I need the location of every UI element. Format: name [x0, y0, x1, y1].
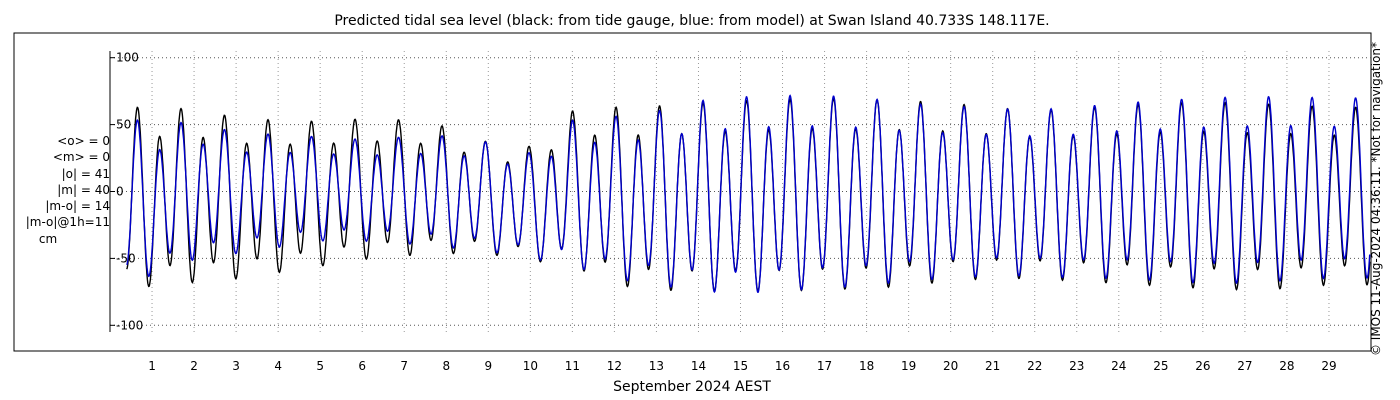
x-tick-label: 25	[1153, 359, 1168, 373]
stat-abs-diff-1h: |m-o|@1h=11	[25, 215, 110, 230]
x-tick-label: 27	[1237, 359, 1252, 373]
x-tick-label: 10	[523, 359, 538, 373]
x-tick-label: 23	[1069, 359, 1084, 373]
y-tick-label: 0	[116, 185, 124, 199]
x-axis-label: September 2024 AEST	[613, 379, 771, 395]
x-tick-label: 15	[733, 359, 748, 373]
chart-title: Predicted tidal sea level (black: from t…	[334, 13, 1049, 29]
stat-mean-model: <m> = 0	[52, 150, 110, 165]
stat-unit: cm	[38, 231, 58, 246]
x-tick-label: 18	[859, 359, 874, 373]
series-group	[126, 94, 1371, 294]
x-tick-label: 13	[649, 359, 664, 373]
statistics-panel: <o> = 0 <m> = 0 |o| = 41 |m| = 40 |m-o| …	[0, 133, 110, 247]
x-tick-label: 17	[817, 359, 832, 373]
x-tick-label: 2	[190, 359, 198, 373]
y-tick-label: 50	[116, 118, 131, 132]
x-tick-label: 16	[775, 359, 790, 373]
x-tick-label: 28	[1279, 359, 1294, 373]
x-ticks: 1 2 3 4 5 6 7 8 9 10 11 12 13 14 15 16 17 18 19 20 21 22 23 24 2…	[148, 359, 1336, 373]
x-tick-label: 12	[607, 359, 622, 373]
x-tick-label: 26	[1195, 359, 1210, 373]
stat-mean-obs: <o> = 0	[57, 134, 110, 148]
stat-abs-diff: |m-o| = 14	[45, 199, 110, 214]
y-tick-label: -100	[116, 318, 143, 332]
x-tick-label: 14	[691, 359, 706, 373]
x-tick-label: 19	[901, 359, 916, 373]
x-tick-label: 22	[1027, 359, 1042, 373]
x-tick-label: 6	[358, 359, 366, 373]
copyright-credit: © IMOS 11-Aug-2024 04:36:11. *Not for na…	[1369, 41, 1383, 357]
x-tick-label: 4	[274, 359, 282, 373]
x-tick-label: 5	[316, 359, 324, 373]
outer-frame	[13, 32, 1372, 352]
x-tick-label: 24	[1111, 359, 1126, 373]
x-tick-label: 9	[484, 359, 492, 373]
x-tick-label: 1	[148, 359, 156, 373]
x-tick-label: 20	[943, 359, 958, 373]
x-tick-label: 29	[1321, 359, 1336, 373]
series-line-model	[126, 94, 1371, 294]
series-line-tide-gauge	[126, 97, 1371, 293]
x-tick-label: 11	[565, 359, 580, 373]
x-tick-label: 21	[985, 359, 1000, 373]
stat-abs-obs: |o| = 41	[61, 166, 110, 181]
x-tick-label: 8	[442, 359, 450, 373]
stat-abs-model: |m| = 40	[57, 182, 110, 197]
x-tick-label: 7	[400, 359, 408, 373]
y-tick-label: -50	[116, 251, 136, 265]
x-tick-label: 3	[232, 359, 240, 373]
y-ticks: -100 -50 0 50 100	[110, 51, 143, 332]
y-tick-label: 100	[116, 51, 139, 65]
